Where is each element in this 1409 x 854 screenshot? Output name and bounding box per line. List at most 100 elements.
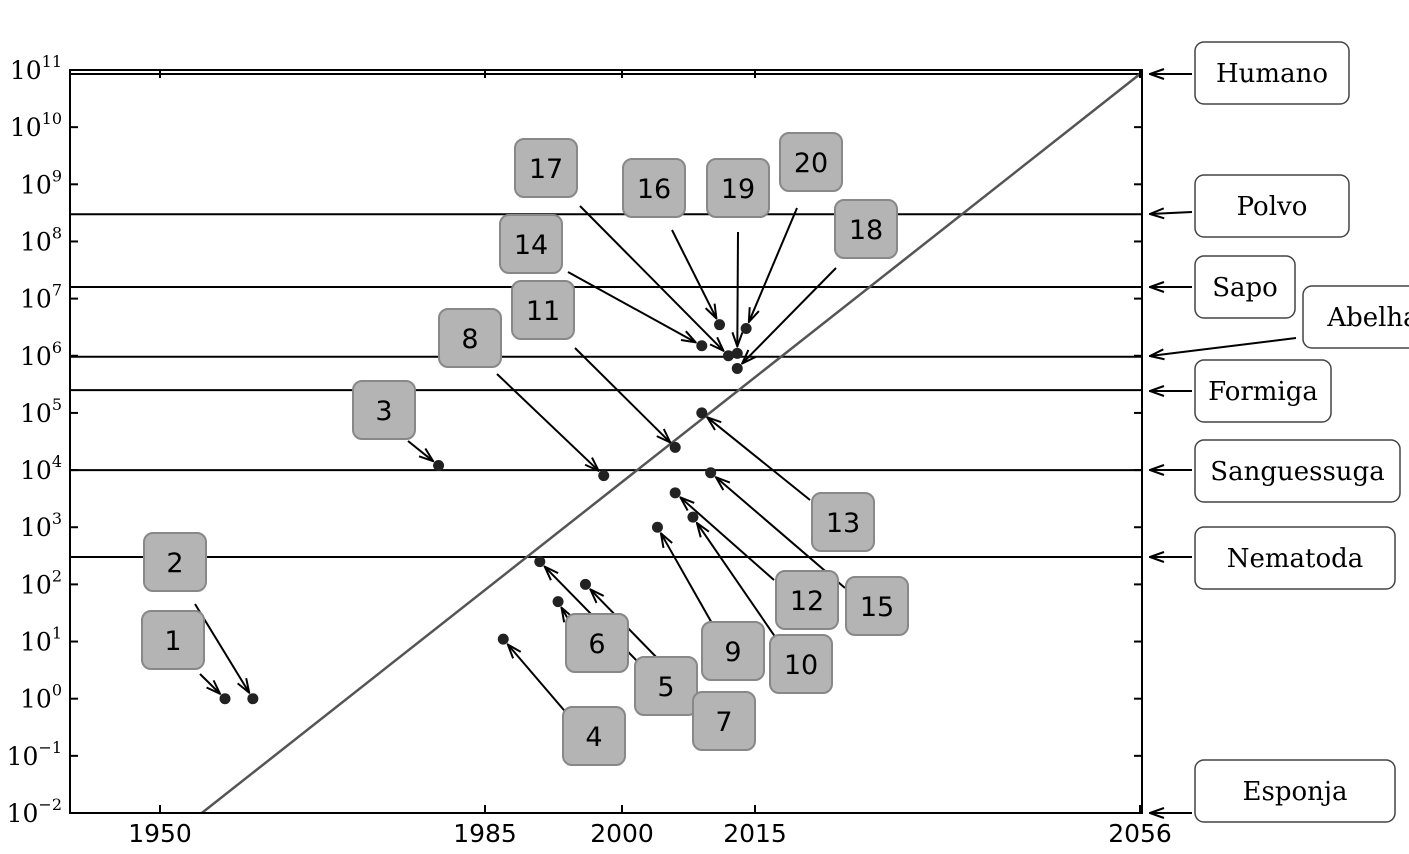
data-point <box>714 319 726 331</box>
point-label: 17 <box>529 154 563 185</box>
point-label: 3 <box>375 396 392 427</box>
point-label: 11 <box>526 296 560 327</box>
point-label-box <box>706 158 770 218</box>
point-label: 12 <box>790 586 824 617</box>
reference-label: Humano <box>1216 59 1328 89</box>
point-label-box <box>769 634 833 694</box>
point-label-box <box>692 691 756 751</box>
point-label: 9 <box>724 637 741 668</box>
point-label-box <box>514 138 578 198</box>
reference-label-box <box>1194 359 1332 423</box>
x-tick-label: 2000 <box>590 819 654 848</box>
reference-label: Formiga <box>1208 377 1318 407</box>
annotation-arrow <box>707 417 811 501</box>
point-label: 14 <box>514 230 548 261</box>
annotation-arrow <box>567 271 696 342</box>
reference-label: Sapo <box>1212 273 1278 303</box>
y-tick-label: 101 <box>20 624 62 657</box>
y-tick-label: 102 <box>20 566 62 599</box>
data-point <box>696 407 708 419</box>
data-point <box>705 467 717 479</box>
reference-lines <box>70 73 1142 558</box>
x-tick-label: 2015 <box>723 819 787 848</box>
y-tick-label: 10−1 <box>7 738 62 771</box>
point-label-box <box>622 158 686 218</box>
data-point <box>740 322 752 334</box>
data-point <box>722 350 734 362</box>
y-tick-label: 103 <box>20 509 62 542</box>
point-label: 13 <box>826 508 860 539</box>
data-point <box>669 487 681 499</box>
annotation-arrow <box>737 231 738 346</box>
y-tick-label: 109 <box>20 166 62 199</box>
point-label: 7 <box>715 707 732 738</box>
data-point <box>696 340 708 352</box>
y-tick-label: 100 <box>20 681 62 714</box>
point-label-box <box>775 570 839 630</box>
point-label: 4 <box>585 722 602 753</box>
point-label-box <box>845 576 909 636</box>
data-point <box>651 521 663 533</box>
data-points <box>219 319 752 705</box>
y-tick-label: 104 <box>20 452 62 485</box>
annotation-arrow <box>496 373 599 471</box>
point-label: 1 <box>164 626 181 657</box>
y-tick-label: 106 <box>20 338 62 371</box>
reference-label-box <box>1302 285 1409 349</box>
point-label-box <box>634 656 698 716</box>
annotation-arrow <box>508 644 570 717</box>
point-label: 18 <box>849 215 883 246</box>
annotation-arrow <box>716 477 846 589</box>
annotation-arrow <box>199 673 220 694</box>
reference-arrow <box>1150 212 1193 214</box>
point-label-box <box>352 380 416 440</box>
point-label-box <box>779 132 843 192</box>
data-point <box>687 511 699 523</box>
reference-label-box <box>1194 41 1350 105</box>
annotation-arrow <box>661 533 714 626</box>
reference-label: Abelha <box>1326 303 1409 333</box>
data-point <box>579 578 591 590</box>
point-label: 19 <box>721 174 755 205</box>
y-tick-label: 10−2 <box>7 795 62 828</box>
annotation-arrow <box>574 347 670 442</box>
reference-label-box <box>1194 255 1296 319</box>
x-tick-label: 1950 <box>128 819 192 848</box>
x-tick-label: 1985 <box>453 819 517 848</box>
reference-arrow <box>1150 337 1297 356</box>
data-point <box>598 470 610 482</box>
reference-label: Esponja <box>1243 777 1348 807</box>
reference-label-box <box>1194 439 1401 503</box>
point-label: 15 <box>860 592 894 623</box>
y-tick-label: 105 <box>20 395 62 428</box>
point-label: 20 <box>794 148 828 179</box>
y-tick-label: 1010 <box>10 109 62 142</box>
annotation-arrow <box>742 267 837 363</box>
data-point <box>731 362 743 374</box>
axis-ticks: 10 11 1010 109 108 107 106 105 104 103 102 101 100 10… <box>7 52 1172 848</box>
reference-label-box <box>1194 174 1350 238</box>
reference-label: Nematoda <box>1227 544 1364 574</box>
point-label-box <box>438 308 502 368</box>
point-label-box <box>701 621 765 681</box>
point-label: 6 <box>588 629 605 660</box>
y-tick-label: 107 <box>20 281 62 314</box>
data-point <box>534 556 546 568</box>
data-point <box>247 693 259 705</box>
data-point <box>669 441 681 453</box>
reference-label-box <box>1194 759 1396 823</box>
reference-label: Sanguessuga <box>1210 457 1384 487</box>
annotation-arrow <box>697 523 779 642</box>
plot-frame <box>69 69 1143 814</box>
reference-labels: Humano Polvo Sapo Abelha Formiga Sanguessuga N… <box>1150 41 1409 823</box>
reference-label: Polvo <box>1237 192 1308 222</box>
y-tick-label: 108 <box>20 223 62 256</box>
data-point <box>219 693 231 705</box>
data-point <box>497 633 509 645</box>
annotation-arrow <box>680 497 775 581</box>
point-label: 10 <box>784 650 818 681</box>
point-label-box <box>141 610 205 670</box>
annotation-arrow <box>671 229 716 318</box>
